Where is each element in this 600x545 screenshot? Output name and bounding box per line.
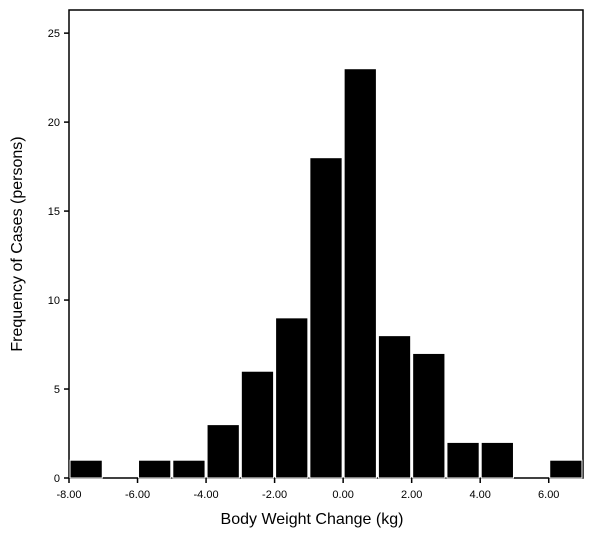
- histogram-bar: [446, 441, 480, 479]
- y-tick-label: 15: [48, 206, 60, 218]
- histogram-bar: [480, 441, 514, 479]
- y-axis-label: Frequency of Cases (persons): [9, 136, 26, 351]
- histogram-bar: [549, 459, 583, 479]
- x-tick-label: -2.00: [262, 489, 287, 501]
- x-tick-label: -6.00: [125, 489, 150, 501]
- y-tick-label: 25: [48, 28, 60, 40]
- histogram-bar: [343, 68, 377, 479]
- y-tick-label: 10: [48, 295, 60, 307]
- bars-group: [69, 68, 583, 479]
- x-axis-label: Body Weight Change (kg): [221, 511, 404, 528]
- x-tick-label: -4.00: [194, 489, 219, 501]
- histogram-bar: [206, 424, 240, 479]
- histogram-bar: [138, 459, 172, 479]
- histogram-bar: [240, 370, 275, 479]
- histogram-bar: [275, 317, 309, 479]
- y-tick-label: 20: [48, 117, 60, 129]
- histogram-bar: [377, 335, 412, 479]
- x-tick-label: -8.00: [56, 489, 81, 501]
- histogram-bar: [69, 459, 103, 479]
- histogram-bar: [309, 157, 343, 479]
- x-axis-ticks: -8.00 -6.00 -4.00 -2.00 0.00 2.00 4.00 6.00: [56, 478, 559, 501]
- x-tick-label: 2.00: [401, 489, 422, 501]
- x-tick-label: 4.00: [469, 489, 490, 501]
- y-tick-label: 0: [54, 473, 60, 485]
- y-tick-label: 5: [54, 384, 60, 396]
- x-tick-label: 6.00: [538, 489, 559, 501]
- x-tick-label: 0.00: [332, 489, 353, 501]
- y-axis-ticks: 0 5 10 15 20 25: [48, 28, 69, 485]
- histogram-bar: [412, 352, 446, 479]
- histogram-bar: [172, 459, 206, 479]
